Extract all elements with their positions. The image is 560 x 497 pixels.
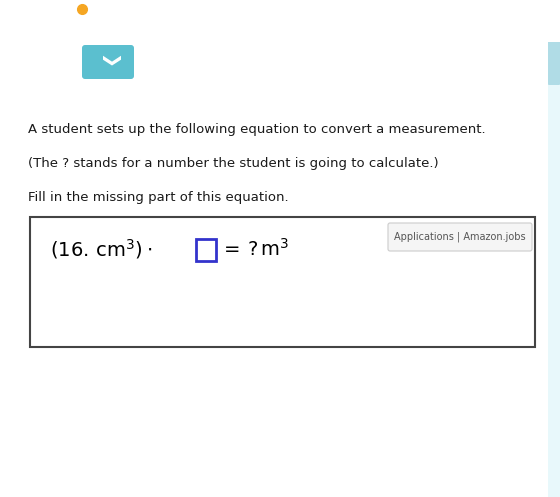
Text: ❯: ❯ [99, 55, 117, 70]
FancyBboxPatch shape [82, 45, 134, 79]
Text: Setting up a one-step unit conversion: Setting up a one-step unit conversion [82, 20, 395, 35]
Text: Fill in the missing part of this equation.: Fill in the missing part of this equatio… [28, 191, 288, 204]
Text: A student sets up the following equation to convert a measurement.: A student sets up the following equation… [28, 122, 486, 136]
Bar [196, 239, 216, 261]
Bar [548, 42, 560, 497]
Text: Applications | Amazon.jobs: Applications | Amazon.jobs [394, 232, 526, 242]
Text: $=\,?\,\mathrm{m}^3$: $=\,?\,\mathrm{m}^3$ [220, 238, 290, 260]
Text: (The ? stands for a number the student is going to calculate.): (The ? stands for a number the student i… [28, 158, 438, 170]
Bar [30, 217, 535, 347]
FancyBboxPatch shape [388, 223, 532, 251]
FancyBboxPatch shape [548, 41, 560, 85]
Text: MEASUREMENT: MEASUREMENT [93, 4, 183, 14]
Text: $\left(16.\,\mathrm{cm}^3\right)\cdot$: $\left(16.\,\mathrm{cm}^3\right)\cdot$ [50, 237, 152, 261]
